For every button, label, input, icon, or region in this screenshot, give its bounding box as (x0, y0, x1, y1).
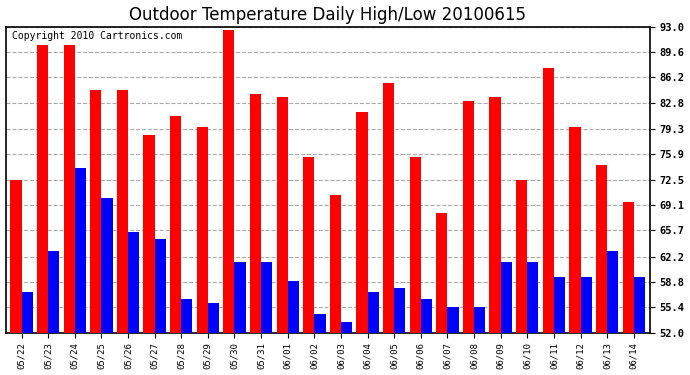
Bar (394, 288, 405, 333)
Bar (436, 213, 447, 333)
Bar (421, 299, 432, 333)
Bar (10, 180, 21, 333)
Bar (250, 94, 261, 333)
Bar (224, 30, 235, 333)
Bar (527, 262, 538, 333)
Bar (90, 90, 101, 333)
Bar (447, 307, 459, 333)
Bar (101, 198, 112, 333)
Bar (128, 232, 139, 333)
Bar (75, 168, 86, 333)
Bar (155, 240, 166, 333)
Bar (543, 68, 554, 333)
Bar (288, 280, 299, 333)
Bar (501, 262, 512, 333)
Bar (341, 322, 352, 333)
Text: Copyright 2010 Cartronics.com: Copyright 2010 Cartronics.com (12, 31, 182, 41)
Bar (516, 180, 527, 333)
Bar (474, 307, 485, 333)
Bar (489, 98, 501, 333)
Bar (315, 314, 326, 333)
Bar (235, 262, 246, 333)
Bar (357, 112, 368, 333)
Bar (144, 135, 155, 333)
Bar (208, 303, 219, 333)
Bar (368, 292, 379, 333)
Bar (63, 45, 75, 333)
Bar (383, 82, 394, 333)
Bar (410, 157, 421, 333)
Bar (117, 90, 128, 333)
Bar (580, 277, 592, 333)
Bar (37, 45, 48, 333)
Bar (303, 157, 315, 333)
Bar (197, 128, 208, 333)
Bar (330, 195, 341, 333)
Bar (181, 299, 193, 333)
Bar (554, 277, 565, 333)
Bar (277, 98, 288, 333)
Bar (569, 128, 580, 333)
Title: Outdoor Temperature Daily High/Low 20100615: Outdoor Temperature Daily High/Low 20100… (129, 6, 526, 24)
Bar (261, 262, 273, 333)
Bar (596, 165, 607, 333)
Bar (622, 202, 633, 333)
Bar (48, 251, 59, 333)
Bar (21, 292, 32, 333)
Bar (170, 116, 181, 333)
Bar (633, 277, 645, 333)
Bar (463, 101, 474, 333)
Bar (607, 251, 618, 333)
